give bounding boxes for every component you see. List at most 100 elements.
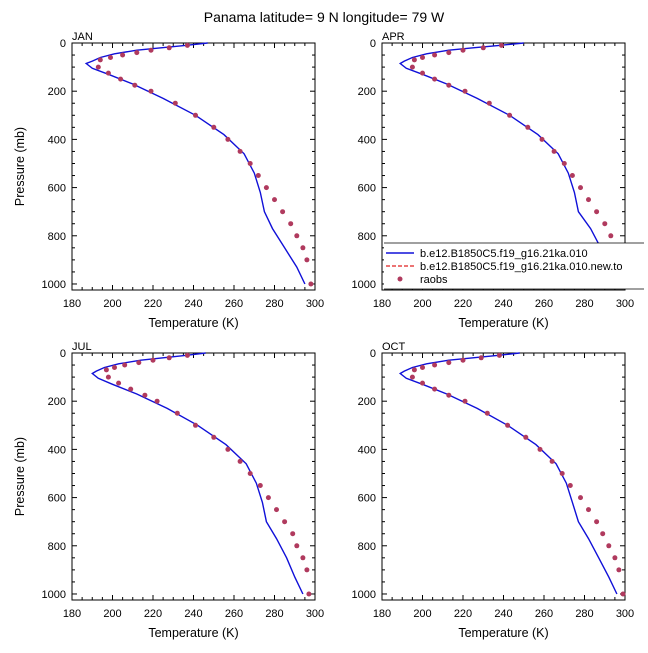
raobs-point bbox=[148, 47, 154, 53]
y-tick-label: 200 bbox=[358, 396, 376, 408]
raobs-point bbox=[478, 355, 484, 361]
raobs-point bbox=[184, 352, 190, 358]
x-tick-label: 280 bbox=[575, 608, 593, 620]
raobs-point bbox=[561, 161, 567, 166]
y-tick-label: 0 bbox=[370, 348, 376, 360]
raobs-point bbox=[411, 367, 417, 373]
x-tick-label: 180 bbox=[373, 608, 391, 620]
raobs-point bbox=[134, 50, 140, 56]
raobs-point bbox=[132, 82, 138, 88]
raobs-point bbox=[265, 495, 271, 501]
raobs-point bbox=[446, 360, 452, 366]
raobs-point bbox=[166, 45, 172, 51]
figure-title: Panama latitude= 9 N longitude= 79 W bbox=[204, 9, 445, 25]
y-tick-label: 800 bbox=[48, 541, 66, 553]
x-tick-label: 260 bbox=[225, 298, 243, 310]
raobs-point bbox=[272, 197, 277, 203]
raobs-point bbox=[225, 136, 231, 142]
y-tick-label: 0 bbox=[60, 38, 66, 50]
y-tick-label: 400 bbox=[48, 444, 66, 456]
raobs-point bbox=[306, 591, 312, 597]
raobs-point bbox=[294, 233, 300, 239]
raobs-point bbox=[551, 148, 557, 154]
y-tick-label: 800 bbox=[358, 541, 376, 553]
raobs-point bbox=[193, 112, 198, 118]
x-tick-label: 240 bbox=[494, 298, 512, 310]
x-axis-title: Temperature (K) bbox=[458, 626, 548, 640]
x-tick-label: 280 bbox=[575, 298, 593, 310]
raobs-point bbox=[616, 567, 622, 573]
x-tick-label: 300 bbox=[616, 298, 634, 310]
raobs-point bbox=[420, 70, 425, 76]
raobs-point bbox=[499, 42, 504, 48]
raobs-point bbox=[304, 257, 310, 263]
raobs-point bbox=[586, 197, 591, 203]
raobs-point bbox=[95, 64, 101, 70]
panel-oct: 180 200 220 240 260 280 300 0 200 400 600 800 1000 Te… bbox=[352, 341, 635, 640]
raobs-point bbox=[484, 410, 490, 416]
panel-label: JAN bbox=[72, 31, 93, 43]
x-tick-label: 200 bbox=[413, 298, 431, 310]
raobs-point bbox=[282, 519, 288, 525]
raobs-point bbox=[507, 112, 513, 118]
x-axis-title: Temperature (K) bbox=[148, 626, 238, 640]
raobs-point bbox=[420, 380, 425, 386]
x-tick-label: 260 bbox=[535, 608, 553, 620]
plot-frame bbox=[71, 352, 316, 601]
y-tick-label: 200 bbox=[48, 86, 66, 98]
x-tick-label: 180 bbox=[63, 608, 81, 620]
y-tick-label: 0 bbox=[60, 348, 66, 360]
raobs-point bbox=[237, 458, 243, 464]
raobs-point bbox=[578, 185, 583, 191]
raobs-point bbox=[225, 446, 231, 452]
raobs-point bbox=[300, 555, 306, 561]
raobs-point bbox=[142, 392, 148, 398]
raobs-point bbox=[525, 124, 531, 130]
y-tick-label: 800 bbox=[358, 231, 376, 243]
raobs-point bbox=[569, 173, 575, 178]
model-profile-line bbox=[398, 42, 618, 285]
raobs-point bbox=[446, 50, 452, 56]
x-tick-label: 260 bbox=[535, 298, 553, 310]
raobs-point bbox=[128, 386, 134, 392]
x-tick-label: 300 bbox=[306, 608, 324, 620]
raobs-point bbox=[594, 519, 600, 525]
raobs-point bbox=[600, 531, 606, 537]
y-tick-label: 400 bbox=[358, 134, 376, 146]
raobs-point bbox=[496, 352, 502, 358]
x-tick-label: 240 bbox=[184, 298, 202, 310]
raobs-point bbox=[294, 543, 300, 549]
raobs-point bbox=[103, 367, 109, 373]
y-tick-label: 1000 bbox=[42, 589, 66, 601]
raobs-point bbox=[409, 374, 415, 380]
raobs-point bbox=[462, 398, 468, 404]
raobs-point bbox=[97, 57, 103, 63]
raobs-point bbox=[112, 365, 117, 370]
y-tick-label: 600 bbox=[48, 493, 66, 505]
raobs-point bbox=[237, 148, 243, 154]
raobs-point bbox=[247, 471, 253, 476]
raobs-point bbox=[118, 76, 124, 82]
raobs-point bbox=[300, 245, 306, 251]
panel-label: JUL bbox=[72, 341, 92, 353]
raobs-point bbox=[460, 357, 466, 363]
legend-label: b.e12.B1850C5.f19_g16.21ka.010.new.to bbox=[420, 261, 622, 273]
legend-label: b.e12.B1850C5.f19_g16.21ka.010 bbox=[420, 248, 588, 260]
x-tick-label: 280 bbox=[265, 298, 283, 310]
raobs-point bbox=[211, 434, 217, 440]
raobs-point bbox=[446, 82, 452, 88]
raobs-point bbox=[432, 76, 438, 82]
x-tick-label: 280 bbox=[265, 608, 283, 620]
raobs-point bbox=[409, 64, 415, 70]
raobs-point bbox=[172, 100, 178, 106]
raobs-point bbox=[462, 88, 468, 94]
x-tick-label: 180 bbox=[373, 298, 391, 310]
x-tick-label: 200 bbox=[103, 608, 121, 620]
raobs-point bbox=[586, 507, 591, 513]
x-tick-label: 200 bbox=[413, 608, 431, 620]
raobs-point bbox=[288, 221, 294, 227]
x-tick-label: 240 bbox=[494, 608, 512, 620]
panel-label: OCT bbox=[382, 341, 406, 353]
raobs-point bbox=[537, 446, 543, 452]
